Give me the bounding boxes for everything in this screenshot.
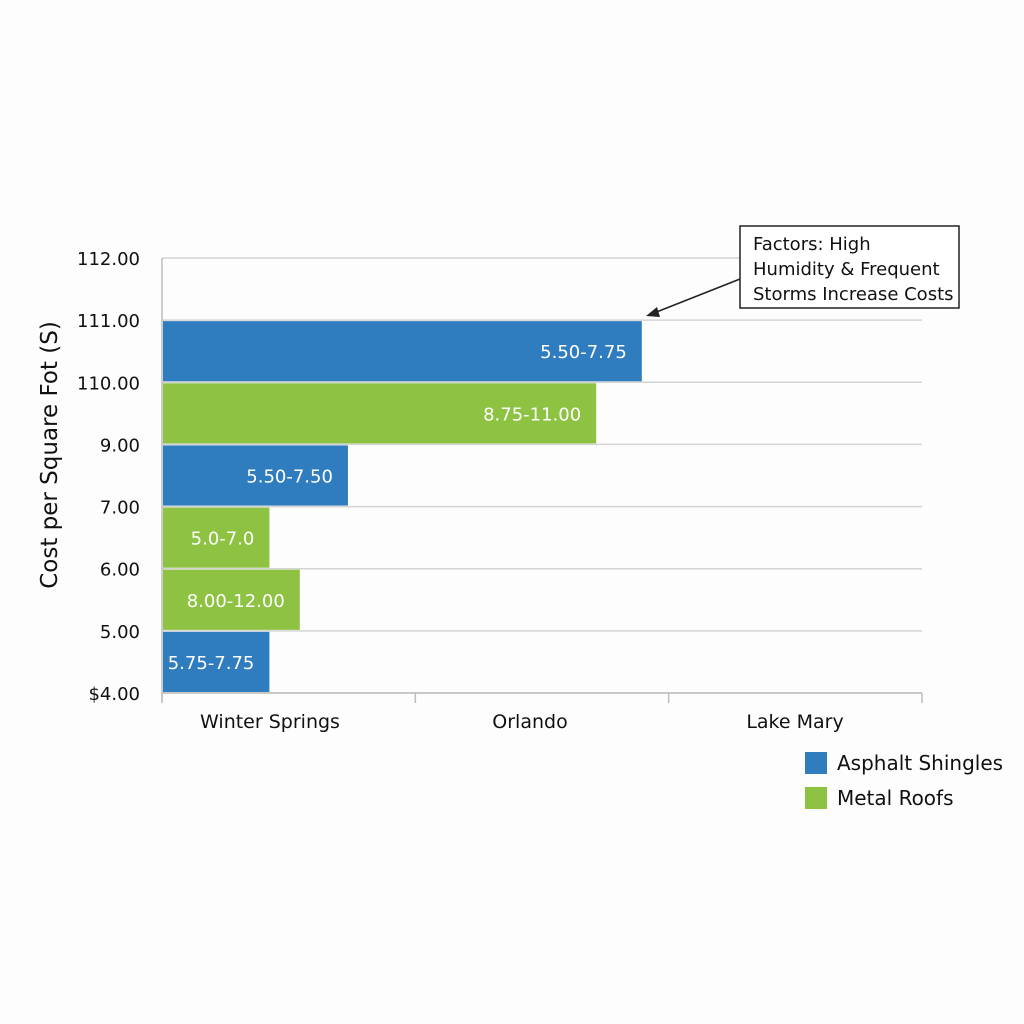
y-tick-label: 110.00 <box>77 373 140 394</box>
annotation-line-3: Storms Increase Costs <box>753 284 954 305</box>
y-tick-label: 6.00 <box>100 560 140 581</box>
annotation-line-2: Humidity & Frequent <box>753 259 940 280</box>
x-category-label: Lake Mary <box>746 711 843 733</box>
bar <box>163 507 270 568</box>
x-category-label: Winter Springs <box>200 711 340 733</box>
x-category-label: Orlando <box>492 711 567 733</box>
bar-data-label: 5.50-7.75 <box>540 342 627 363</box>
bar-data-label: 5.50-7.50 <box>246 467 333 488</box>
bar <box>163 383 597 444</box>
y-tick-label: $4.00 <box>88 684 140 705</box>
bars: 5.50-7.75 8.75-11.00 5.50-7.50 5.0-7.0 8.00-… <box>163 321 642 692</box>
y-tick-label: 9.00 <box>100 435 140 456</box>
bar <box>163 445 348 506</box>
bar-data-label: 8.75-11.00 <box>483 404 581 425</box>
bar <box>163 569 300 630</box>
annotation-arrow <box>653 278 741 314</box>
y-tick-label: 112.00 <box>77 249 140 270</box>
legend-label-metal: Metal Roofs <box>837 786 954 810</box>
legend-swatch-metal <box>805 787 827 809</box>
annotation-line-1: Factors: High <box>753 234 871 255</box>
annotation: Factors: High Humidity & Frequent Storms… <box>646 225 960 317</box>
legend: Asphalt Shingles Metal Roofs <box>805 751 1003 810</box>
annotation-box <box>739 225 960 309</box>
arrowhead-icon <box>646 307 660 317</box>
bar <box>163 631 270 692</box>
axes: $4.00 5.00 6.00 7.00 9.00 110.00 111.00 112.00 W… <box>77 249 923 733</box>
bar <box>163 321 642 382</box>
y-tick-label: 5.00 <box>100 622 140 643</box>
y-tick-label: 111.00 <box>77 311 140 332</box>
bar-data-label: 5.0-7.0 <box>191 529 255 550</box>
bar-data-label: 8.00-12.00 <box>187 591 285 612</box>
legend-label-asphalt: Asphalt Shingles <box>837 751 1003 775</box>
bar-data-label: 5.75-7.75 <box>168 653 255 674</box>
gridlines <box>162 257 922 694</box>
y-tick-label: 7.00 <box>100 498 140 519</box>
y-axis-title: Cost per Square Fot (S) <box>37 321 63 589</box>
legend-swatch-asphalt <box>805 752 827 774</box>
